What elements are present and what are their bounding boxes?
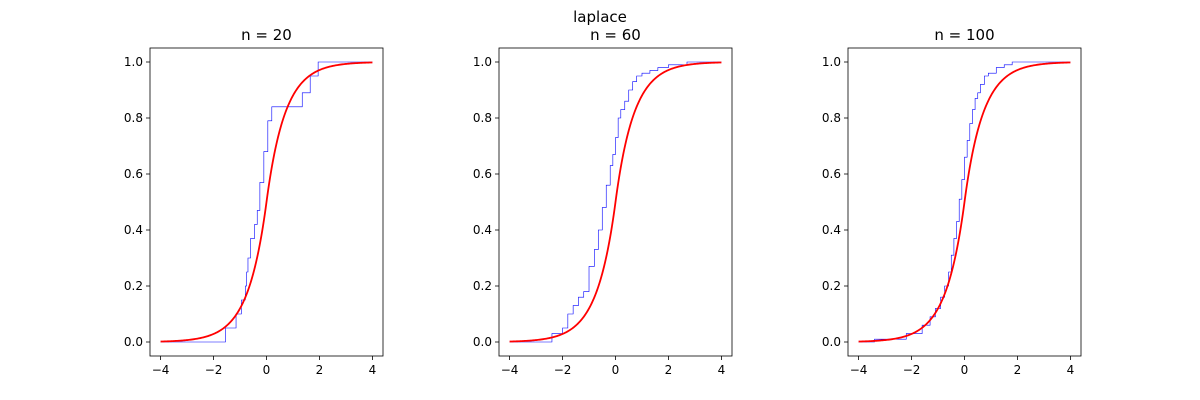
y-tick-label: 0.0 — [473, 335, 492, 349]
x-tick-label: −4 — [152, 363, 170, 377]
laplace-cdf-curve — [509, 61, 722, 343]
y-tick-label: 0.6 — [822, 167, 841, 181]
y-tick-label: 0.0 — [822, 335, 841, 349]
x-tick-label: 4 — [1067, 363, 1075, 377]
y-tick-label: 0.2 — [473, 279, 492, 293]
y-tick-label: 1.0 — [124, 55, 143, 69]
x-tick-label: 2 — [1014, 363, 1022, 377]
y-tick-label: 1.0 — [473, 55, 492, 69]
y-tick-label: 0.4 — [124, 223, 143, 237]
y-tick-label: 0.8 — [822, 111, 841, 125]
x-tick-label: 0 — [612, 363, 620, 377]
x-tick-label: −2 — [903, 363, 921, 377]
x-tick-label: 2 — [316, 363, 324, 377]
x-tick-label: 2 — [665, 363, 673, 377]
x-tick-label: 0 — [961, 363, 969, 377]
laplace-cdf-curve — [858, 61, 1071, 343]
y-tick-label: 0.2 — [124, 279, 143, 293]
y-tick-label: 0.2 — [822, 279, 841, 293]
subplot-n-20: −4 −2 0 2 4 0.0 0.2 0.4 0.6 0.8 1.0 n = 20 — [124, 26, 384, 377]
subplot-n-100: −4 −2 0 2 4 0.0 0.2 0.4 0.6 0.8 1.0 n = 100 — [822, 26, 1082, 377]
y-tick-label: 0.8 — [124, 111, 143, 125]
x-tick-label: 4 — [369, 363, 377, 377]
x-tick-label: −2 — [205, 363, 223, 377]
y-tick-label: 0.4 — [473, 223, 492, 237]
figure-title: laplace — [573, 8, 627, 26]
y-tick-label: 0.4 — [822, 223, 841, 237]
y-tick-label: 1.0 — [822, 55, 841, 69]
y-tick-label: 0.8 — [473, 111, 492, 125]
y-tick-label: 0.6 — [124, 167, 143, 181]
subplot-n-60: −4 −2 0 2 4 0.0 0.2 0.4 0.6 0.8 1.0 n = 60 — [473, 26, 733, 377]
x-tick-label: −4 — [501, 363, 519, 377]
x-tick-label: 4 — [718, 363, 726, 377]
laplace-cdf-curve — [160, 61, 373, 343]
subplot-title: n = 20 — [241, 26, 292, 44]
subplot-title: n = 100 — [934, 26, 994, 44]
ecdf-step-line — [509, 61, 722, 343]
y-tick-label: 0.6 — [473, 167, 492, 181]
subplot-title: n = 60 — [590, 26, 641, 44]
x-tick-label: −4 — [850, 363, 868, 377]
x-tick-label: −2 — [554, 363, 572, 377]
x-tick-label: 0 — [263, 363, 271, 377]
y-tick-label: 0.0 — [124, 335, 143, 349]
